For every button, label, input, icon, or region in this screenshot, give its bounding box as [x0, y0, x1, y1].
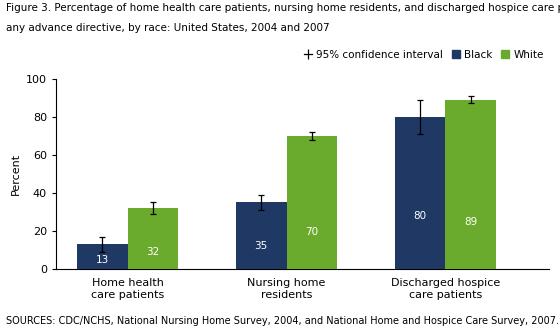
Text: 80: 80	[413, 211, 427, 221]
Bar	[395, 117, 445, 269]
Text: 35: 35	[254, 241, 268, 251]
Bar	[77, 244, 128, 269]
Text: SOURCES: CDC/NCHS, National Nursing Home Survey, 2004, and National Home and Hos: SOURCES: CDC/NCHS, National Nursing Home…	[6, 317, 559, 326]
Text: 89: 89	[464, 216, 478, 227]
Bar	[128, 208, 179, 269]
Bar	[236, 202, 287, 269]
Text: Figure 3. Percentage of home health care patients, nursing home residents, and d: Figure 3. Percentage of home health care…	[6, 3, 560, 13]
Text: 13: 13	[95, 255, 109, 265]
Text: 32: 32	[146, 247, 160, 257]
Bar	[287, 136, 337, 269]
Text: any advance directive, by race: United States, 2004 and 2007: any advance directive, by race: United S…	[6, 23, 329, 33]
Legend: 95% confidence interval, Black, White: 95% confidence interval, Black, White	[304, 50, 544, 60]
Bar	[445, 100, 496, 269]
Y-axis label: Percent: Percent	[11, 153, 20, 195]
Text: 70: 70	[305, 227, 319, 237]
